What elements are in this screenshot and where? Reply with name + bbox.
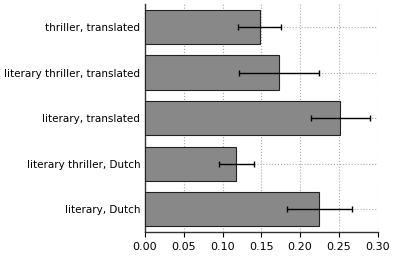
Bar (145, 101, 340, 135)
Bar (145, 56, 279, 90)
Bar (145, 10, 260, 44)
Bar (145, 147, 236, 181)
Bar (145, 192, 320, 226)
